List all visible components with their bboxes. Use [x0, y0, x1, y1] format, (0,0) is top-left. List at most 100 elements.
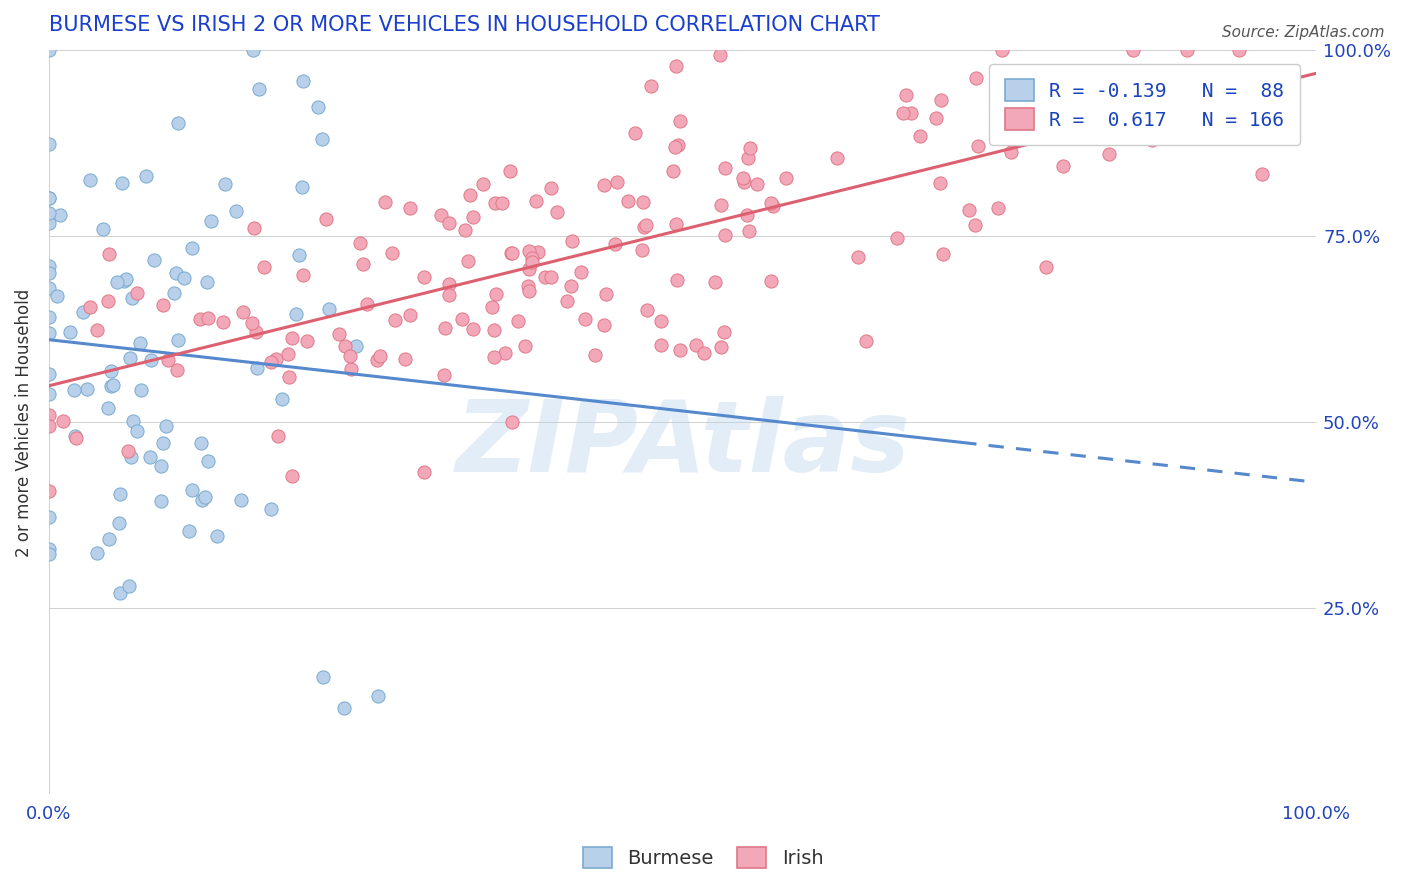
Point: [430, 208, 453, 222]
Point: [561, 234, 583, 248]
Point: [1001, 100, 1024, 114]
Point: [149, 458, 172, 473]
Point: [190, 436, 212, 450]
Point: [640, 78, 662, 93]
Point: [38, 216, 60, 230]
Point: [339, 349, 361, 363]
Point: [775, 170, 797, 185]
Point: [631, 244, 654, 258]
Point: [167, 116, 190, 130]
Point: [281, 469, 304, 483]
Point: [38, 44, 60, 58]
Point: [524, 194, 547, 208]
Point: [394, 351, 416, 366]
Point: [534, 270, 557, 285]
Point: [929, 176, 952, 190]
Point: [328, 326, 350, 341]
Point: [665, 273, 688, 287]
Point: [623, 126, 645, 140]
Point: [484, 195, 506, 210]
Point: [759, 274, 782, 288]
Point: [437, 216, 460, 230]
Point: [152, 298, 174, 312]
Point: [38, 541, 60, 556]
Point: [101, 378, 124, 392]
Point: [315, 211, 337, 226]
Point: [243, 221, 266, 235]
Point: [900, 106, 922, 120]
Point: [287, 247, 309, 261]
Point: [516, 278, 538, 293]
Point: [501, 416, 523, 430]
Point: [453, 223, 475, 237]
Point: [450, 312, 472, 326]
Point: [669, 114, 692, 128]
Point: [713, 326, 735, 340]
Point: [318, 301, 340, 316]
Point: [291, 74, 314, 88]
Point: [63, 429, 86, 443]
Point: [339, 362, 361, 376]
Point: [908, 129, 931, 144]
Point: [135, 169, 157, 183]
Point: [967, 138, 990, 153]
Point: [569, 265, 592, 279]
Point: [439, 287, 461, 301]
Point: [307, 100, 329, 114]
Point: [195, 275, 218, 289]
Point: [367, 689, 389, 703]
Point: [260, 355, 283, 369]
Point: [855, 334, 877, 349]
Point: [1227, 44, 1250, 58]
Legend: R = -0.139   N =  88, R =  0.617   N = 166: R = -0.139 N = 88, R = 0.617 N = 166: [990, 64, 1301, 145]
Point: [129, 383, 152, 397]
Point: [229, 493, 252, 508]
Point: [65, 431, 87, 445]
Point: [413, 269, 436, 284]
Point: [482, 350, 505, 364]
Point: [846, 250, 869, 264]
Point: [366, 352, 388, 367]
Point: [200, 214, 222, 228]
Point: [277, 347, 299, 361]
Point: [38, 281, 60, 295]
Point: [311, 670, 333, 684]
Point: [179, 524, 201, 539]
Point: [270, 392, 292, 406]
Point: [665, 59, 688, 73]
Point: [668, 138, 690, 153]
Point: [356, 296, 378, 310]
Point: [603, 236, 626, 251]
Point: [38, 409, 60, 423]
Point: [97, 247, 120, 261]
Point: [38, 418, 60, 433]
Point: [501, 246, 523, 260]
Text: ZIPAtlas: ZIPAtlas: [456, 396, 910, 493]
Point: [139, 353, 162, 368]
Point: [540, 180, 562, 194]
Point: [1177, 44, 1199, 58]
Point: [214, 178, 236, 192]
Point: [117, 443, 139, 458]
Point: [433, 368, 456, 383]
Legend: Burmese, Irish: Burmese, Irish: [572, 838, 834, 878]
Point: [205, 529, 228, 543]
Point: [482, 323, 505, 337]
Point: [1052, 160, 1074, 174]
Point: [122, 414, 145, 428]
Point: [142, 252, 165, 267]
Point: [661, 164, 683, 178]
Point: [731, 171, 754, 186]
Point: [105, 275, 128, 289]
Point: [240, 316, 263, 330]
Point: [86, 323, 108, 337]
Point: [38, 191, 60, 205]
Point: [759, 196, 782, 211]
Point: [72, 305, 94, 319]
Point: [38, 547, 60, 561]
Point: [734, 175, 756, 189]
Point: [38, 260, 60, 274]
Point: [242, 44, 264, 58]
Point: [491, 196, 513, 211]
Point: [501, 245, 523, 260]
